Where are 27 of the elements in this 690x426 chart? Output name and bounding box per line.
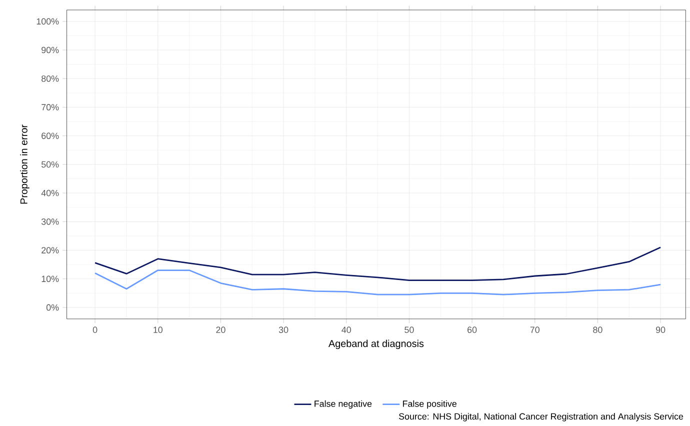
x-tick-label: 30 (278, 326, 288, 334)
x-tick-label: 70 (530, 326, 540, 334)
y-tick-label: 30% (41, 218, 59, 226)
x-tick-label: 80 (593, 326, 602, 334)
x-tick-label: 0 (92, 326, 98, 334)
x-tick-label: 20 (216, 326, 226, 334)
y-tick-label: 0% (46, 304, 59, 311)
y-tick-label: 40% (41, 190, 59, 196)
y-tick-label: 50% (42, 161, 59, 168)
y-axis-title: Proportion in error (20, 124, 30, 204)
x-tick-label: 40 (342, 326, 351, 334)
y-tick-label: 80% (42, 76, 59, 82)
x-tick-label: 90 (656, 326, 666, 334)
legend-label: False negative (314, 400, 372, 409)
x-tick-label: 60 (468, 326, 477, 334)
y-tick-label: 100% (36, 18, 59, 25)
y-tick-label: 60% (42, 132, 59, 140)
y-tick-label: 90% (42, 47, 59, 54)
legend-label: False positive (402, 400, 456, 409)
x-tick-label: 10 (154, 326, 163, 334)
x-tick-label: 50 (404, 326, 414, 334)
y-tick-label: 70% (42, 104, 59, 111)
x-axis-title: Ageband at diagnosis (328, 340, 424, 350)
source-note: Source: NHS Digital, National Cancer Registration and Analysis Service (398, 413, 684, 422)
y-tick-label: 20% (42, 247, 59, 254)
y-tick-label: 10% (42, 276, 59, 282)
line-series (94, 270, 662, 296)
